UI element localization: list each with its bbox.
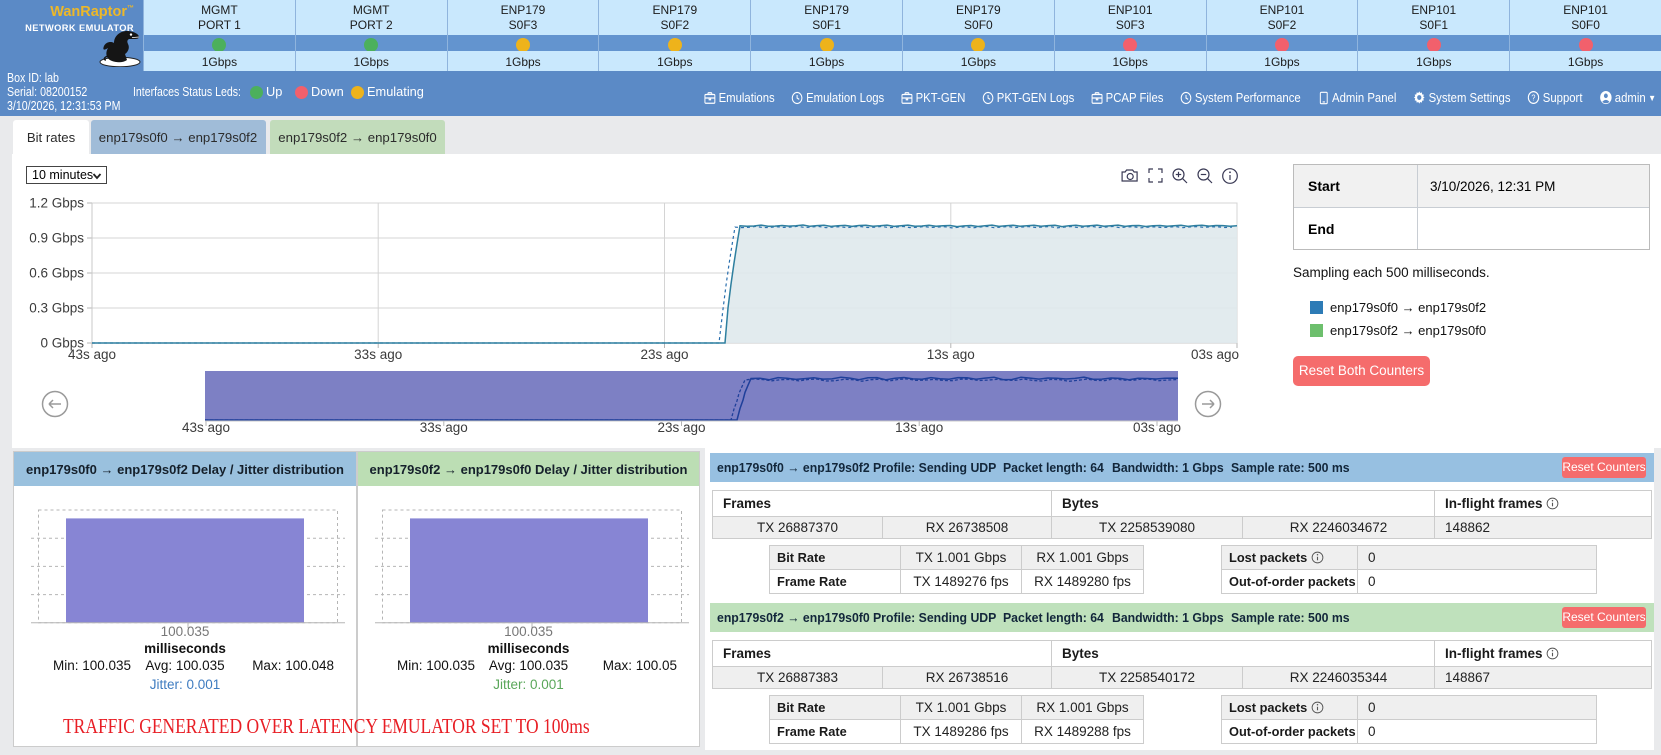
svg-text:?: ? <box>1532 93 1537 103</box>
svg-text:23s ago: 23s ago <box>640 347 688 362</box>
svg-text:33s ago: 33s ago <box>420 420 468 435</box>
svg-text:03s ago: 03s ago <box>1133 420 1181 435</box>
svg-text:13s ago: 13s ago <box>927 347 975 362</box>
svg-text:23s ago: 23s ago <box>657 420 705 435</box>
svg-text:33s ago: 33s ago <box>354 347 402 362</box>
svg-text:43s ago: 43s ago <box>182 420 230 435</box>
svg-text:0.6 Gbps: 0.6 Gbps <box>29 266 84 281</box>
svg-text:0.3 Gbps: 0.3 Gbps <box>29 301 84 316</box>
svg-text:03s ago: 03s ago <box>1191 347 1239 362</box>
svg-text:0.9 Gbps: 0.9 Gbps <box>29 231 84 246</box>
svg-text:13s ago: 13s ago <box>895 420 943 435</box>
svg-text:43s ago: 43s ago <box>68 347 116 362</box>
svg-text:0 Gbps: 0 Gbps <box>40 336 84 351</box>
svg-text:1.2 Gbps: 1.2 Gbps <box>29 196 84 211</box>
